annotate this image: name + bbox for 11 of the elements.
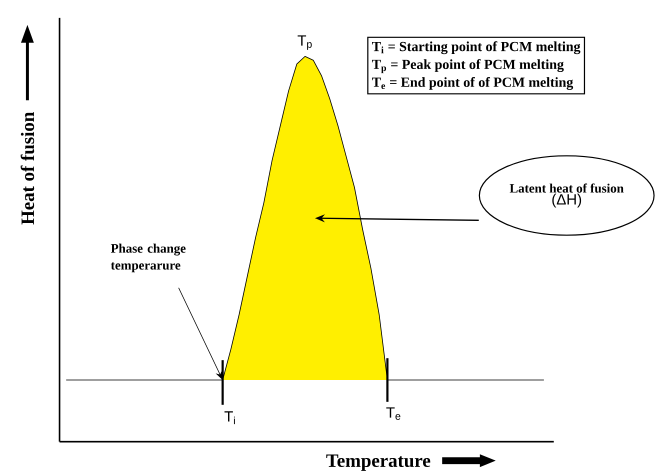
annotation: T$_{i}$ bbox=[224, 411, 235, 424]
annotation: T$_{e}$ = End point of of PCM melting bbox=[372, 76, 574, 90]
annotation: T$_{p}$ = Peak point of PCM melting bbox=[372, 58, 564, 73]
y-axis-title: Heat of fusion bbox=[20, 112, 34, 224]
text: T$_{p}$ bbox=[298, 35, 312, 50]
annotation: Latent heat of fusion bbox=[510, 183, 624, 193]
x-axis-title: Temperature bbox=[326, 454, 430, 471]
annotation: (ΔH) bbox=[552, 193, 582, 208]
text: T$_{i}$ = Starting point of PCM melting bbox=[372, 41, 580, 54]
annotation: Phase change temperarure bbox=[110, 243, 186, 272]
annotation: T$_{e}$ bbox=[386, 407, 400, 420]
